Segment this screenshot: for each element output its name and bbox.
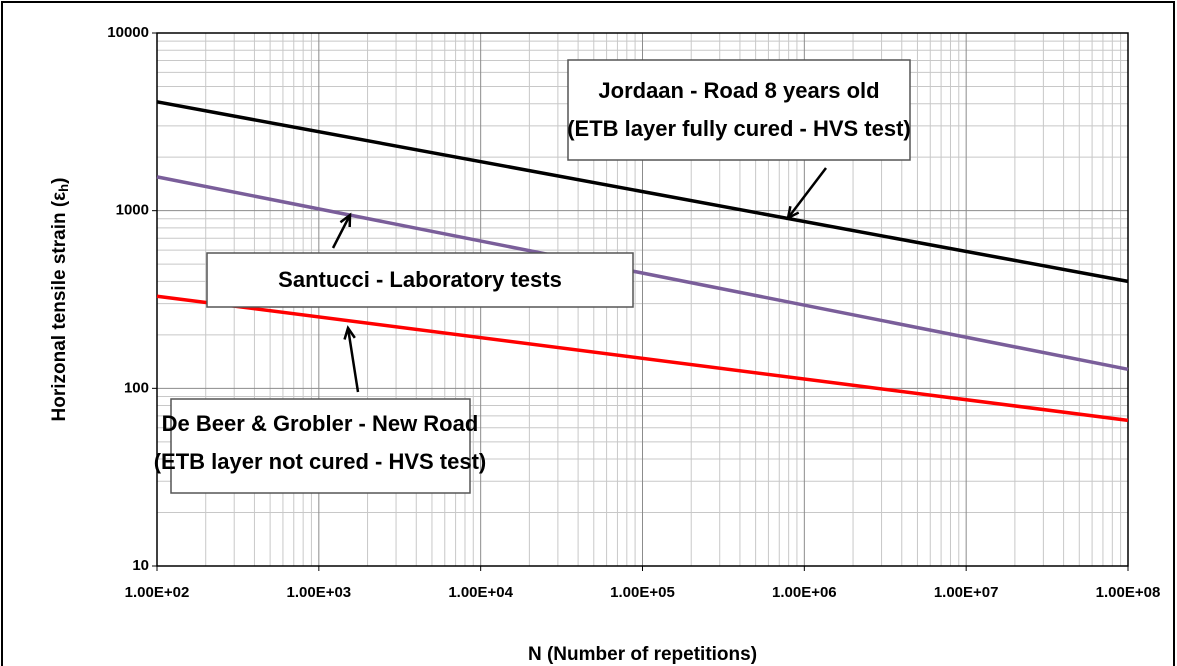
y-tick-label: 10000: [107, 24, 149, 41]
annotation-arrowhead: [339, 212, 352, 228]
annotation-arrow: [346, 327, 360, 393]
y-tick-label: 1000: [116, 202, 149, 219]
x-tick-label: 1.00E+08: [1096, 584, 1161, 601]
annotation-text: (ETB layer not cured - HVS test): [154, 449, 487, 474]
annotation-text: Jordaan - Road 8 years old: [598, 78, 879, 103]
x-tick-label: 1.00E+04: [448, 584, 513, 601]
series-line: [156, 100, 1129, 284]
y-axis-label-part: Horizonal tensile strain (ε: [49, 192, 70, 422]
annotation-text: De Beer & Grobler - New Road: [162, 411, 479, 436]
x-tick-label: 1.00E+07: [934, 584, 999, 601]
x-tick-label: 1.00E+02: [125, 584, 190, 601]
y-axis-label-part: ): [49, 178, 70, 184]
annotation-arrow: [787, 167, 827, 219]
x-axis-label: N (Number of repetitions): [528, 644, 757, 665]
y-axis-label: Horizonal tensile strain (εh): [49, 178, 71, 422]
y-tick-label: 10: [132, 557, 149, 574]
y-tick-label: 100: [124, 379, 149, 396]
x-tick-label: 1.00E+05: [610, 584, 675, 601]
annotation-text: Santucci - Laboratory tests: [278, 267, 562, 292]
series-line: [156, 175, 1129, 372]
x-tick-label: 1.00E+06: [772, 584, 837, 601]
annotation-box: [567, 59, 911, 161]
annotation-box: [170, 398, 471, 494]
series-line: [156, 294, 1129, 423]
annotation-arrow: [331, 214, 352, 249]
annotation-arrowhead: [343, 325, 356, 340]
annotation-arrowhead: [786, 205, 800, 221]
annotation-text: (ETB layer fully cured - HVS test): [567, 116, 911, 141]
plot-border: [156, 32, 1129, 567]
y-axis-label-subscript: h: [56, 184, 71, 192]
annotation-box: [206, 252, 634, 308]
x-tick-label: 1.00E+03: [287, 584, 352, 601]
